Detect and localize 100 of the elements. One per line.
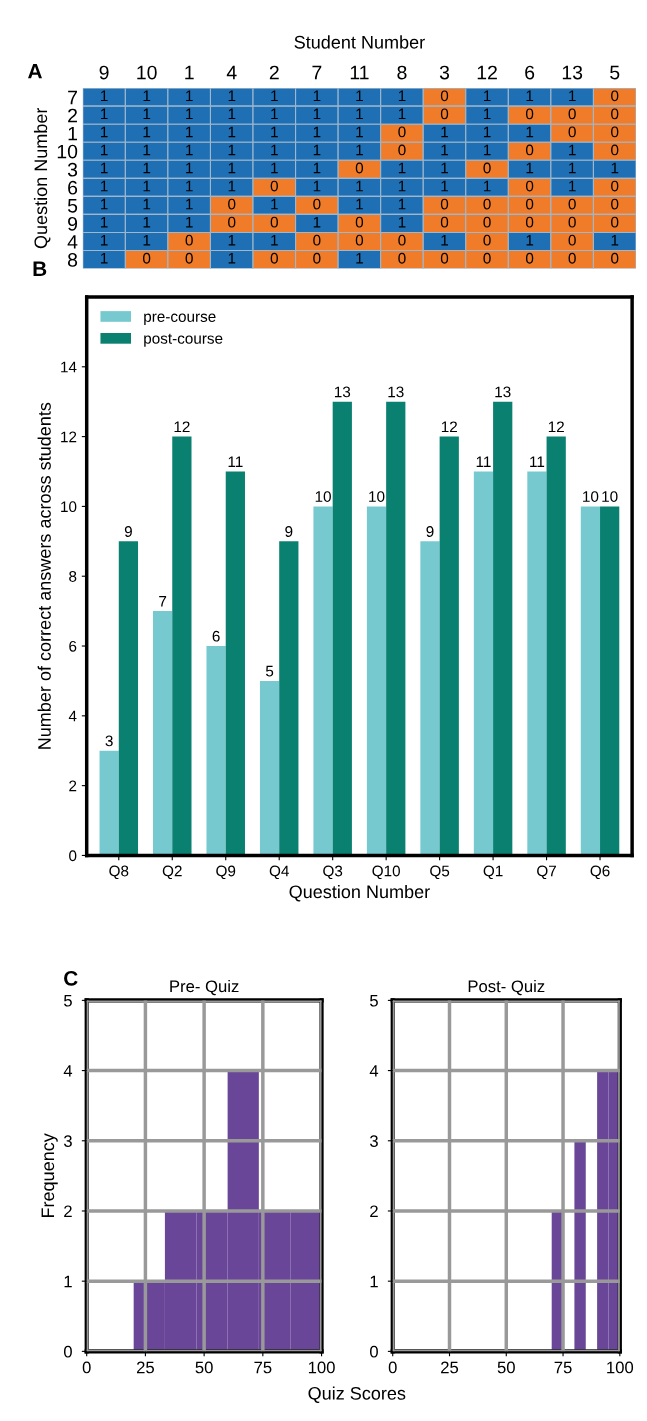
data-label: 10 <box>583 491 599 502</box>
bar <box>386 401 406 856</box>
x-tick-label: Q10 <box>372 865 400 880</box>
data-label: 9 <box>426 526 434 537</box>
data-label: 1 <box>143 180 151 192</box>
data-label: 1 <box>483 90 491 102</box>
bar <box>580 506 601 856</box>
data-label: 0 <box>228 216 236 228</box>
data-label: 0 <box>568 198 576 210</box>
x-tick-label: 100 <box>308 1361 335 1374</box>
data-label: 1 <box>483 126 491 138</box>
bar <box>225 471 245 856</box>
data-label: 1 <box>356 198 363 210</box>
data-label: 0 <box>228 198 236 210</box>
x-tick-label: 3 <box>439 65 450 80</box>
bar <box>118 541 139 856</box>
bar <box>313 506 333 856</box>
data-label: 1 <box>271 162 278 174</box>
y-tick-label: 6 <box>69 640 77 652</box>
data-label: 1 <box>143 90 151 102</box>
y-tick-label: 12 <box>61 431 77 443</box>
data-label: 12 <box>174 421 190 433</box>
y-tick-label: 7 <box>68 90 77 105</box>
data-label: 11 <box>530 456 545 467</box>
data-label: 1 <box>441 234 449 246</box>
data-label: 1 <box>313 180 321 192</box>
data-label: 1 <box>228 90 236 102</box>
data-label: 0 <box>568 108 576 120</box>
data-label: 0 <box>611 90 619 102</box>
data-label: 0 <box>483 162 491 174</box>
data-label: 1 <box>186 90 193 102</box>
data-label: 1 <box>186 180 193 192</box>
data-label: 1 <box>398 216 406 228</box>
x-tick-label: 4 <box>226 65 237 80</box>
x-tick-label: 6 <box>525 65 535 80</box>
data-label: 1 <box>101 162 108 174</box>
data-label: 1 <box>271 108 278 120</box>
data-label: 1 <box>356 144 363 156</box>
data-label: 0 <box>525 252 534 264</box>
y-tick-label: 4 <box>67 235 78 249</box>
data-label: 0 <box>440 252 449 264</box>
x-tick-label: 8 <box>397 65 407 80</box>
chart-title: Post- Quiz <box>468 979 545 996</box>
bar <box>420 541 440 856</box>
data-label: 1 <box>526 126 534 138</box>
x-tick-label: 50 <box>195 1361 213 1374</box>
data-label: 0 <box>398 126 406 138</box>
data-label: 0 <box>440 198 449 210</box>
data-label: 0 <box>525 108 534 120</box>
x-tick-label: 25 <box>441 1361 459 1374</box>
data-label: 1 <box>441 162 449 174</box>
data-label: 1 <box>356 126 363 138</box>
data-label: 0 <box>355 216 364 228</box>
data-label: 1 <box>441 144 449 156</box>
data-label: 0 <box>483 252 491 264</box>
data-label: 1 <box>313 90 321 102</box>
data-label: 0 <box>270 180 278 192</box>
x-tick-label: 10 <box>137 65 157 80</box>
data-label: 1 <box>313 144 321 156</box>
data-label: 11 <box>228 456 243 467</box>
bar <box>279 541 299 856</box>
data-label: 12 <box>441 421 457 433</box>
bar <box>153 611 173 856</box>
data-label: 1 <box>398 162 406 174</box>
x-tick-label: 2 <box>269 65 279 80</box>
data-label: 1 <box>271 234 278 246</box>
data-label: 0 <box>525 216 534 228</box>
data-label: 1 <box>143 198 151 210</box>
data-label: 0 <box>483 198 491 210</box>
y-tick-label: 8 <box>69 571 77 582</box>
data-label: 0 <box>611 216 619 228</box>
data-label: 1 <box>228 180 236 192</box>
bar <box>546 436 566 856</box>
x-tick-label: Q4 <box>269 865 289 880</box>
data-label: 1 <box>398 90 406 102</box>
data-label: 1 <box>611 234 619 246</box>
text: A <box>28 64 42 79</box>
data-label: 0 <box>313 234 321 246</box>
data-label: 13 <box>388 386 404 398</box>
bar <box>206 646 226 856</box>
data-label: 1 <box>271 126 278 138</box>
data-label: 0 <box>270 216 278 228</box>
y-tick-label: 1 <box>64 1275 72 1288</box>
data-label: 1 <box>143 126 151 138</box>
x-tick-label: 50 <box>497 1361 515 1374</box>
y-tick-label: 2 <box>68 108 77 123</box>
bar <box>600 506 620 856</box>
data-label: 1 <box>101 234 108 246</box>
data-label: 10 <box>602 491 618 502</box>
data-label: 1 <box>101 144 108 156</box>
data-label: 0 <box>525 180 534 192</box>
y-tick-label: 4 <box>369 1065 379 1077</box>
data-label: 1 <box>101 252 108 264</box>
data-label: 1 <box>313 108 321 120</box>
x-tick-label: Q7 <box>537 865 556 880</box>
bar <box>172 436 192 856</box>
y-tick-label: 10 <box>61 501 77 513</box>
data-label: 1 <box>228 162 236 174</box>
x-tick-label: 25 <box>136 1361 154 1374</box>
y-tick-label: 1 <box>370 1275 378 1288</box>
